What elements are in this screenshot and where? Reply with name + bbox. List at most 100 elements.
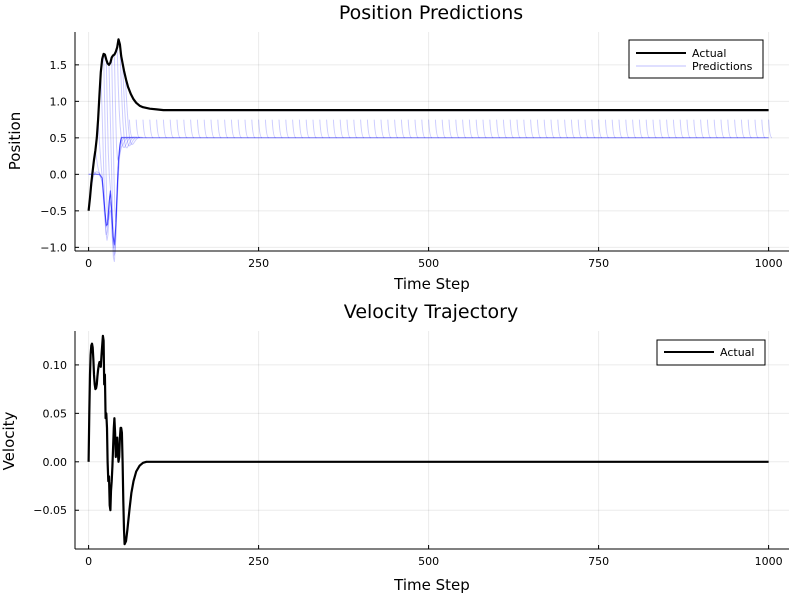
position-ytick-label-1: −0.5 — [40, 205, 67, 218]
velocity-legend-actual-label: Actual — [720, 346, 754, 359]
prediction-branch — [360, 119, 365, 139]
velocity-actual-line — [87, 334, 769, 546]
prediction-branch — [149, 119, 154, 139]
velocity-xtick-label-2: 500 — [418, 555, 439, 568]
prediction-branch — [332, 119, 338, 139]
position-xtick-label-1: 250 — [248, 257, 269, 270]
prediction-branch — [421, 119, 426, 139]
position-legend-predictions-label: Predictions — [692, 60, 753, 73]
position-ytick-label-4: 1.0 — [50, 95, 68, 108]
prediction-branch — [224, 119, 229, 139]
velocity-xtick-label-1: 250 — [248, 555, 269, 568]
prediction-branch — [441, 119, 446, 139]
prediction-branch-early — [105, 59, 124, 262]
prediction-branch — [190, 119, 195, 139]
position-ylabel: Position — [6, 112, 24, 170]
prediction-branch — [353, 119, 358, 139]
prediction-branch — [380, 119, 385, 139]
prediction-branch — [196, 119, 202, 139]
position-subplot: Position Predictions 0 250 500 750 1000 −1.0… — [6, 2, 789, 293]
prediction-branch-early — [94, 150, 114, 230]
prediction-branch — [570, 119, 576, 139]
prediction-branch-early — [119, 44, 138, 149]
prediction-branch-early — [116, 47, 135, 149]
prediction-branch — [489, 119, 494, 139]
prediction-branch — [305, 119, 310, 139]
prediction-branch — [652, 119, 657, 139]
prediction-branch — [672, 119, 678, 139]
velocity-y-ticks: −0.05 0.00 0.05 0.10 — [33, 359, 79, 517]
prediction-branch — [468, 119, 474, 139]
prediction-branch — [407, 119, 412, 139]
position-x-ticks: 0 250 500 750 1000 — [85, 247, 783, 270]
position-xlabel: Time Step — [393, 275, 470, 293]
velocity-xtick-label-0: 0 — [85, 555, 92, 568]
velocity-x-ticks: 0 250 500 750 1000 — [85, 545, 783, 568]
prediction-branch — [502, 119, 508, 139]
prediction-branch — [632, 119, 637, 139]
prediction-branch — [285, 119, 290, 139]
velocity-legend: Actual — [656, 339, 766, 366]
prediction-branch — [128, 119, 134, 139]
velocity-xtick-label-3: 750 — [588, 555, 609, 568]
prediction-branch — [428, 119, 433, 139]
predictions-base-line — [88, 137, 769, 246]
position-xtick-label-0: 0 — [85, 257, 92, 270]
prediction-branch — [142, 119, 147, 139]
prediction-branch-early — [97, 119, 116, 245]
prediction-branch-early — [103, 53, 122, 249]
position-title: Position Predictions — [339, 2, 523, 24]
prediction-branch — [482, 119, 487, 139]
prediction-branch — [625, 119, 630, 139]
prediction-branch — [747, 119, 752, 139]
velocity-ytick-label-2: 0.05 — [43, 407, 68, 420]
prediction-branch — [645, 119, 650, 139]
prediction-branch — [156, 119, 161, 139]
prediction-branch — [169, 119, 174, 139]
prediction-branch — [584, 119, 589, 139]
prediction-branch — [713, 119, 718, 139]
prediction-branch — [183, 119, 188, 139]
velocity-ytick-label-0: −0.05 — [33, 504, 67, 517]
prediction-branch — [251, 119, 256, 139]
velocity-xtick-label-4: 1000 — [755, 555, 783, 568]
position-ytick-label-0: −1.0 — [40, 241, 67, 254]
prediction-branch-early — [113, 54, 132, 162]
prediction-branch — [543, 119, 548, 139]
prediction-branch — [258, 119, 263, 139]
prediction-branch — [740, 119, 746, 139]
prediction-branch — [577, 119, 582, 139]
prediction-branch — [292, 119, 297, 139]
position-ytick-label-5: 1.5 — [50, 59, 68, 72]
prediction-branch — [679, 119, 684, 139]
prediction-branch — [326, 119, 331, 139]
prediction-branch — [598, 119, 603, 139]
prediction-branch — [693, 119, 698, 139]
prediction-branch — [434, 119, 440, 139]
position-y-ticks: −1.0 −0.5 0.0 0.5 1.0 1.5 — [40, 59, 79, 254]
prediction-branch — [373, 119, 378, 139]
position-legend: Actual Predictions — [628, 39, 764, 79]
prediction-branch — [387, 119, 392, 139]
prediction-branch — [720, 119, 725, 139]
prediction-branch-early — [108, 64, 127, 257]
prediction-branch — [550, 119, 555, 139]
prediction-branch — [604, 119, 610, 139]
prediction-branch — [659, 119, 664, 139]
prediction-branch — [706, 119, 712, 139]
prediction-branch — [754, 119, 759, 139]
prediction-branch — [686, 119, 691, 139]
prediction-branch — [346, 119, 351, 139]
prediction-branch-early — [111, 57, 130, 222]
prediction-branch — [244, 119, 249, 139]
position-legend-box — [628, 39, 764, 79]
prediction-branch — [768, 119, 773, 139]
velocity-ytick-label-1: 0.00 — [43, 456, 68, 469]
prediction-branch — [203, 119, 208, 139]
position-ytick-label-3: 0.5 — [50, 132, 68, 145]
velocity-ytick-label-3: 0.10 — [43, 359, 68, 372]
prediction-branch — [210, 119, 215, 139]
prediction-branch — [591, 119, 596, 139]
position-legend-actual-label: Actual — [692, 47, 726, 60]
